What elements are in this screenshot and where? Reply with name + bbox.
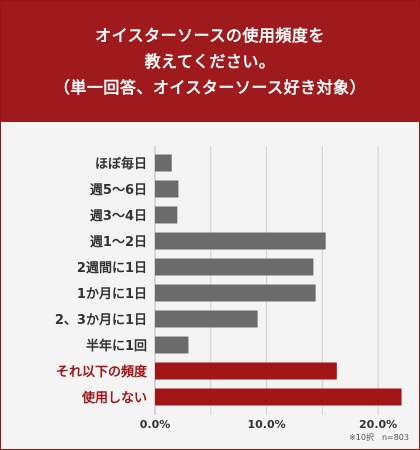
category-label: 2週間に1日 <box>77 261 147 276</box>
category-label: 週5〜6日 <box>90 183 147 198</box>
chart-header: オイスターソースの使用頻度を 教えてください。 （単一回答、オイスターソース好き… <box>1 1 419 122</box>
x-tick-label: 20.0% <box>359 418 397 431</box>
category-label: 週3〜4日 <box>90 209 147 224</box>
bar <box>155 180 179 198</box>
x-tick-label: 0.0% <box>140 418 171 431</box>
header-title-line-1: オイスターソースの使用頻度を <box>95 25 325 45</box>
bar <box>155 232 326 250</box>
category-label: 半年に1回 <box>86 338 147 354</box>
category-label: 使用しない <box>81 390 147 406</box>
category-label: それ以下の頻度 <box>56 364 148 380</box>
x-tick-label: 10.0% <box>247 418 285 431</box>
category-label: 1か月に1日 <box>77 287 147 302</box>
sample-note: ※10択 n=803 <box>349 432 409 442</box>
bar <box>155 388 402 406</box>
bar <box>155 336 189 354</box>
bar <box>155 284 316 302</box>
category-label: ほぼ毎日 <box>95 156 147 172</box>
header-title-line-3: （単一回答、オイスターソース好き対象） <box>53 77 367 97</box>
header-title-line-2: 教えてください。 <box>144 51 276 71</box>
category-label: 2、3か月に1日 <box>55 313 147 328</box>
category-label: 週1〜2日 <box>90 235 147 250</box>
bar <box>155 154 172 172</box>
bar <box>155 310 258 328</box>
bar <box>155 206 178 224</box>
bar <box>155 362 337 380</box>
bar <box>155 258 314 276</box>
chart-area: ほぼ毎日週5〜6日週3〜4日週1〜2日 2週間に1日 1か月に1日 2、3か月に1日半… <box>1 122 419 449</box>
